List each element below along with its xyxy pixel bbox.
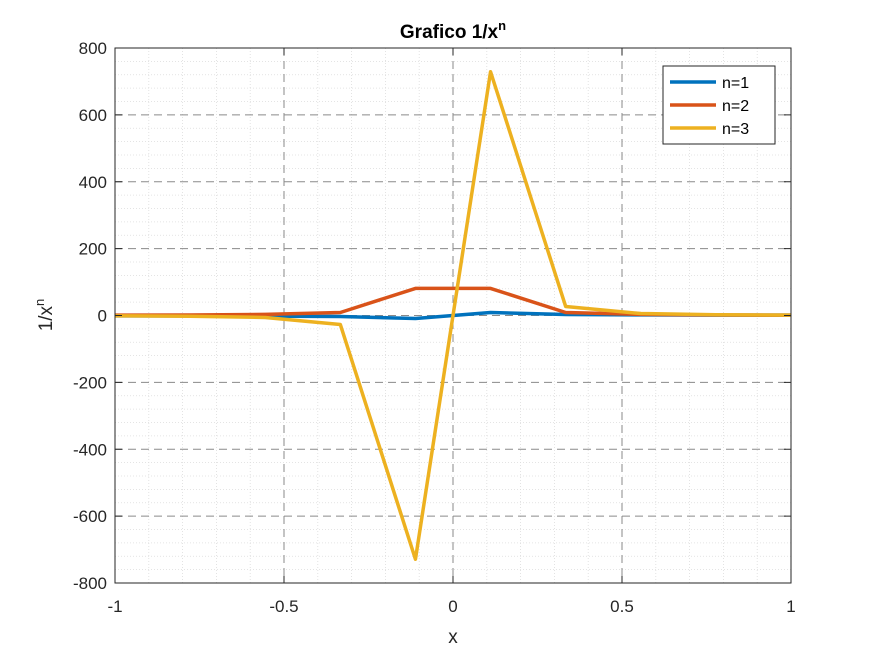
legend-label-1: n=1 xyxy=(722,75,749,92)
legend: n=1 n=2 n=3 xyxy=(662,65,776,145)
x-tick-label: 0 xyxy=(448,597,457,616)
y-tick-label: 600 xyxy=(79,106,107,125)
y-tick-label: 400 xyxy=(79,173,107,192)
x-axis-label: x xyxy=(448,627,458,648)
y-axis-label-superscript: n xyxy=(32,299,47,306)
y-axis-label: 1/xn xyxy=(32,299,57,332)
y-tick-label: 200 xyxy=(79,240,107,259)
y-tick-label: -200 xyxy=(73,373,107,392)
y-tick-label: 0 xyxy=(98,307,107,326)
chart-title-superscript: n xyxy=(498,18,506,33)
series-layer xyxy=(114,69,792,562)
x-tick-label: 1 xyxy=(786,597,795,616)
series-line-3 xyxy=(114,69,792,562)
y-tick-label: 800 xyxy=(79,39,107,58)
chart-title: Grafico 1/xn xyxy=(400,18,506,43)
y-axis-label-text: 1/x xyxy=(36,305,57,331)
y-tick-label: -600 xyxy=(73,507,107,526)
chart-title-text: Grafico 1/x xyxy=(400,22,499,43)
x-tick-label: 0.5 xyxy=(610,597,634,616)
y-axis: -800 -600 -400 -200 0 200 400 600 800 xyxy=(73,39,791,593)
y-tick-label: -800 xyxy=(73,574,107,593)
legend-label-2: n=2 xyxy=(722,98,749,115)
x-tick-label: -0.5 xyxy=(269,597,298,616)
x-tick-label: -1 xyxy=(107,597,122,616)
legend-label-3: n=3 xyxy=(722,121,749,138)
y-tick-label: -400 xyxy=(73,440,107,459)
x-axis: -1 -0.5 0 0.5 1 xyxy=(107,48,796,616)
